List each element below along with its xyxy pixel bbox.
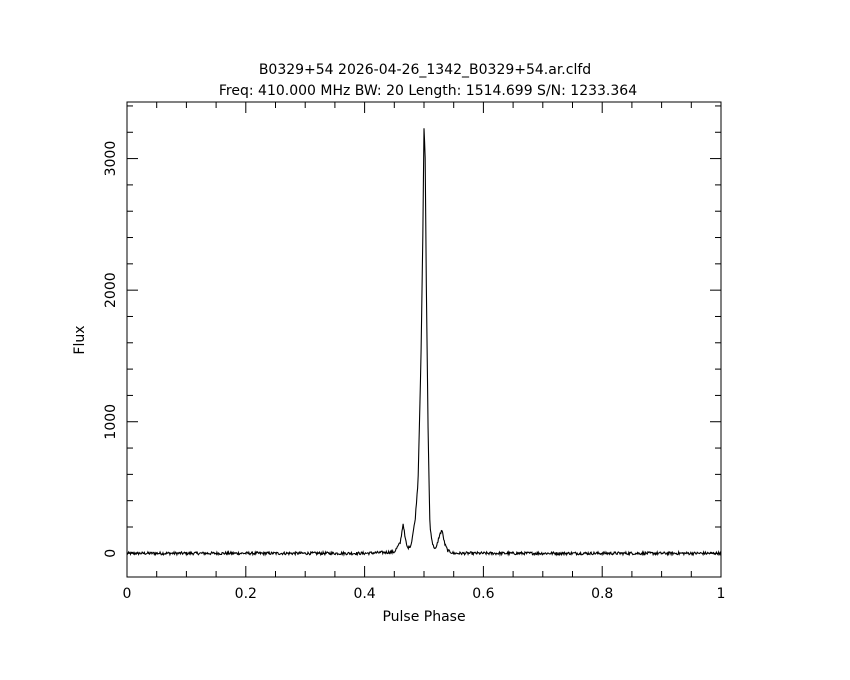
y-tick-labels: 0 1000 2000 3000 <box>103 141 119 558</box>
x-tick-label: 0.2 <box>235 586 257 602</box>
chart-title: B0329+54 2026-04-26_1342_B0329+54.ar.clf… <box>259 62 591 78</box>
x-tick-label: 0 <box>123 586 132 602</box>
x-tick-label: 0.6 <box>472 586 494 602</box>
x-tick-label: 0.8 <box>591 586 613 602</box>
x-tick-labels: 0 0.2 0.4 0.6 0.8 1 <box>123 586 726 602</box>
y-tick-label: 3000 <box>103 141 119 177</box>
y-axis-label: Flux <box>72 325 88 354</box>
axis-ticks <box>126 102 722 577</box>
y-tick-label: 2000 <box>103 272 119 308</box>
x-axis-label: Pulse Phase <box>382 609 465 625</box>
x-tick-label: 0.4 <box>353 586 375 602</box>
y-tick-label: 1000 <box>103 404 119 440</box>
y-tick-label: 0 <box>103 549 119 558</box>
chart-subtitle: Freq: 410.000 MHz BW: 20 Length: 1514.69… <box>219 83 637 99</box>
x-tick-label: 1 <box>717 586 726 602</box>
pulse-profile-line <box>126 128 722 557</box>
